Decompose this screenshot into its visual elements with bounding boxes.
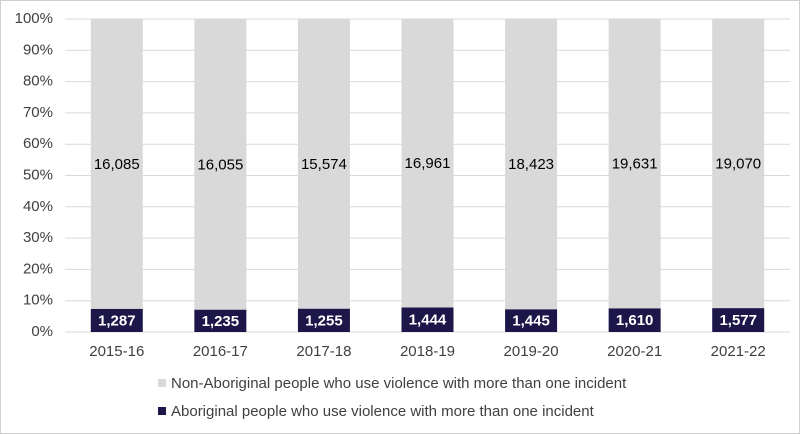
data-label: 1,577 [719,312,757,329]
data-label: 1,255 [305,312,343,329]
y-tick-label: 10% [23,292,53,309]
bar-segment [401,19,454,308]
x-tick-label: 2020-21 [607,343,662,360]
data-label: 1,444 [409,312,447,329]
bar-segment [297,19,350,309]
data-label: 19,070 [715,156,761,173]
data-label: 18,423 [508,156,554,173]
bar-segment [608,308,661,332]
y-tick-label: 20% [23,260,53,277]
y-tick-label: 30% [23,229,53,246]
x-tick-label: 2021-22 [711,343,766,360]
legend-swatch [158,379,166,387]
y-tick-label: 60% [23,135,53,152]
bar-segment [401,307,454,332]
y-tick-label: 90% [23,41,53,58]
data-label: 16,085 [94,156,140,173]
bar-segment [712,308,765,332]
data-label: 15,574 [301,156,347,173]
data-label: 1,287 [98,312,136,329]
x-tick-label: 2015-16 [89,343,144,360]
bar-segment [712,19,765,309]
x-tick-label: 2017-18 [296,343,351,360]
y-tick-label: 40% [23,198,53,215]
x-tick-label: 2016-17 [193,343,248,360]
x-tick-label: 2018-19 [400,343,455,360]
data-label: 1,235 [202,313,240,330]
bar-segment [505,309,558,332]
x-tick-label: 2019-20 [504,343,559,360]
data-label: 1,610 [616,312,654,329]
data-label: 1,445 [512,313,550,330]
bar-segment [90,308,143,332]
bar-segment [194,19,247,310]
data-label: 16,961 [405,155,451,172]
data-label: 19,631 [612,156,658,173]
bar-segment [608,19,661,309]
legend-swatch [158,407,166,415]
bar-segment [90,19,143,309]
y-tick-label: 50% [23,166,53,183]
y-tick-label: 70% [23,104,53,121]
bar-segment [297,308,350,332]
data-label: 16,055 [197,156,243,173]
bar-segment [505,19,558,310]
bar-segment [194,309,247,332]
y-tick-label: 0% [31,323,53,340]
legend-label: Aboriginal people who use violence with … [171,403,595,420]
y-tick-label: 80% [23,73,53,90]
y-tick-label: 100% [15,10,53,27]
legend-label: Non-Aboriginal people who use violence w… [171,375,627,392]
